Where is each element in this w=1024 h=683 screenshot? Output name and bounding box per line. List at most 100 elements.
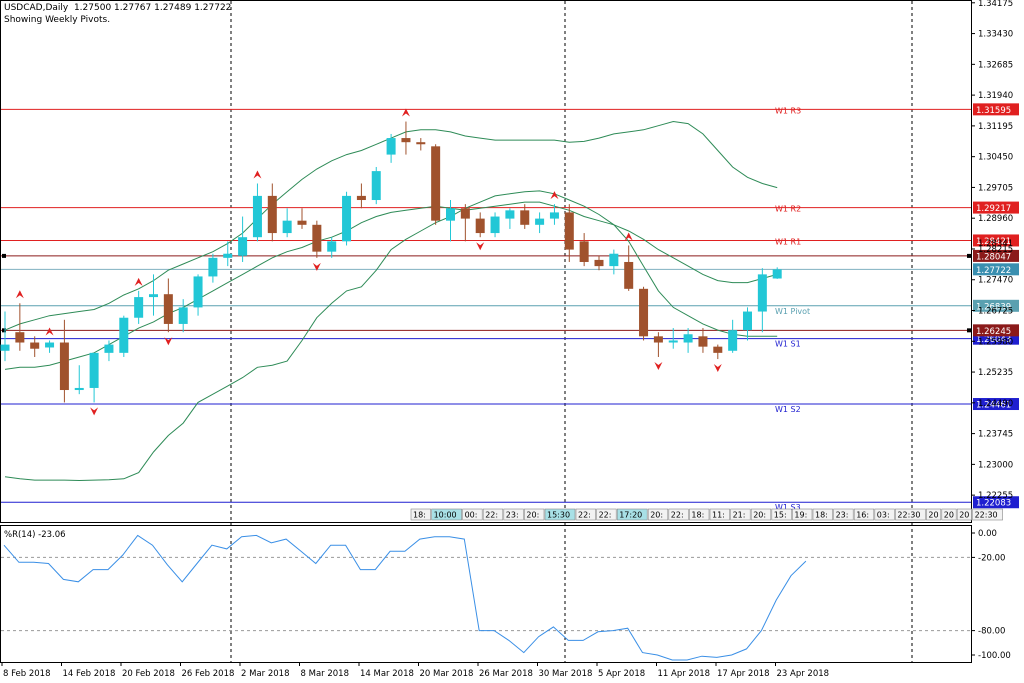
session-label-box xyxy=(853,508,875,521)
y-axis-tick-label: 1.25980 xyxy=(978,337,1013,347)
candle-body xyxy=(475,218,485,234)
x-axis-tick-label: 30 Mar 2018 xyxy=(539,669,593,679)
candle-body xyxy=(520,210,530,225)
candle-body xyxy=(356,195,366,201)
y-axis-tick-label: 1.27470 xyxy=(978,276,1013,286)
candle-body xyxy=(327,241,337,252)
y-axis-tick-label: 1.28960 xyxy=(978,214,1013,224)
candle-body xyxy=(743,311,752,331)
candle-body xyxy=(772,269,782,279)
x-axis-tick-label: 26 Mar 2018 xyxy=(479,669,533,679)
candle-body xyxy=(386,138,396,155)
session-label: 15: xyxy=(774,511,787,520)
candle-body xyxy=(490,216,500,234)
candle-body xyxy=(342,195,352,242)
session-label: 22:30 xyxy=(897,511,920,520)
session-label-box xyxy=(792,508,813,521)
session-label: 20: xyxy=(650,511,663,520)
candle-body xyxy=(59,342,69,391)
candle-body xyxy=(45,342,55,348)
candle-body xyxy=(698,336,708,347)
candle-body xyxy=(549,212,559,219)
session-label: 03: xyxy=(877,511,890,520)
level-price-tag xyxy=(973,398,1019,411)
session-label: 20 xyxy=(959,511,969,520)
candle-body xyxy=(431,146,441,221)
session-label: 20 xyxy=(944,511,954,520)
candle-body xyxy=(416,142,426,145)
candle-body xyxy=(89,352,99,388)
level-price-label: 1.26839 xyxy=(976,302,1011,312)
session-label: 22: xyxy=(671,511,684,520)
candle-body xyxy=(446,208,455,221)
candle-body xyxy=(238,237,248,256)
candle-body xyxy=(639,288,649,337)
y-axis-tick-label: 1.34175 xyxy=(978,0,1013,9)
candle-body xyxy=(15,332,25,343)
session-label-box xyxy=(462,508,483,521)
x-axis-tick-label: 26 Feb 2018 xyxy=(182,669,235,679)
candle-body xyxy=(0,344,10,351)
symbol-header: USDCAD,Daily 1.27500 1.27767 1.27489 1.2… xyxy=(4,3,232,13)
y-axis-tick-label: 1.29705 xyxy=(978,183,1013,193)
session-label-box xyxy=(833,508,854,521)
wpr-line xyxy=(3,534,807,661)
y-axis-tick-label: 1.24490 xyxy=(978,399,1013,409)
candle-body xyxy=(163,294,173,324)
session-label: 17:20 xyxy=(619,511,642,520)
y-axis-tick-label: 1.28341 xyxy=(978,239,1013,249)
fractal-up-arrow xyxy=(624,232,633,241)
x-axis-tick-label: 2 Mar 2018 xyxy=(241,669,289,679)
session-label: 20: xyxy=(526,511,539,520)
fractal-down-arrow xyxy=(312,262,321,271)
wpr-axis-tick-label: -100.00 xyxy=(978,651,1011,661)
main-plot-frame xyxy=(0,0,972,523)
candle-body xyxy=(119,317,129,353)
session-label-box xyxy=(874,508,895,521)
candle-body xyxy=(624,261,634,289)
session-label: 22: xyxy=(599,511,612,520)
level-price-tag xyxy=(973,496,1019,509)
candle-body xyxy=(371,171,381,201)
session-label: 10:00 xyxy=(434,511,457,520)
x-axis-tick-label: 23 Apr 2018 xyxy=(777,669,830,679)
session-label-box xyxy=(709,508,730,521)
level-name-label: W1 S2 xyxy=(775,405,801,414)
session-label: 23: xyxy=(836,511,849,520)
session-label-box xyxy=(503,508,524,521)
session-label: 20 xyxy=(928,511,938,520)
fractal-up-arrow xyxy=(550,191,559,200)
x-axis-tick-label: 11 Apr 2018 xyxy=(658,669,711,679)
level-price-tag xyxy=(973,103,1019,116)
wpr-axis-tick-label: -20.00 xyxy=(978,553,1005,563)
session-label-box xyxy=(771,508,792,521)
candle-body xyxy=(297,220,307,225)
session-label: 22:30 xyxy=(975,511,998,520)
current-price-tag xyxy=(973,263,1019,276)
fractal-down-arrow xyxy=(476,242,485,251)
session-label: 00: xyxy=(465,511,478,520)
level-price-tag xyxy=(973,234,1019,247)
session-label: 22: xyxy=(485,511,498,520)
candle-body xyxy=(193,276,203,308)
candle-body xyxy=(460,208,470,219)
y-axis-tick-label: 1.30450 xyxy=(978,153,1013,163)
level-price-label: 1.29217 xyxy=(976,204,1011,214)
marker-price-tag xyxy=(973,324,1019,337)
x-axis-tick-label: 17 Apr 2018 xyxy=(717,669,770,679)
y-axis-tick-label: 1.23000 xyxy=(978,460,1013,470)
session-label: 18: xyxy=(815,511,828,520)
x-axis-tick-label: 5 Apr 2018 xyxy=(598,669,645,679)
fractal-down-arrow xyxy=(90,407,99,416)
x-axis-tick-label: 14 Feb 2018 xyxy=(63,669,116,679)
session-label: 20: xyxy=(753,511,766,520)
level-price-label: 1.24461 xyxy=(976,401,1011,411)
session-label-box xyxy=(668,508,689,521)
session-label: 15:30 xyxy=(547,511,570,520)
candle-body xyxy=(208,257,218,277)
session-label-box xyxy=(689,508,710,521)
level-price-label: 1.28421 xyxy=(976,237,1011,247)
session-label-box xyxy=(941,508,957,521)
candle-body xyxy=(728,330,738,351)
